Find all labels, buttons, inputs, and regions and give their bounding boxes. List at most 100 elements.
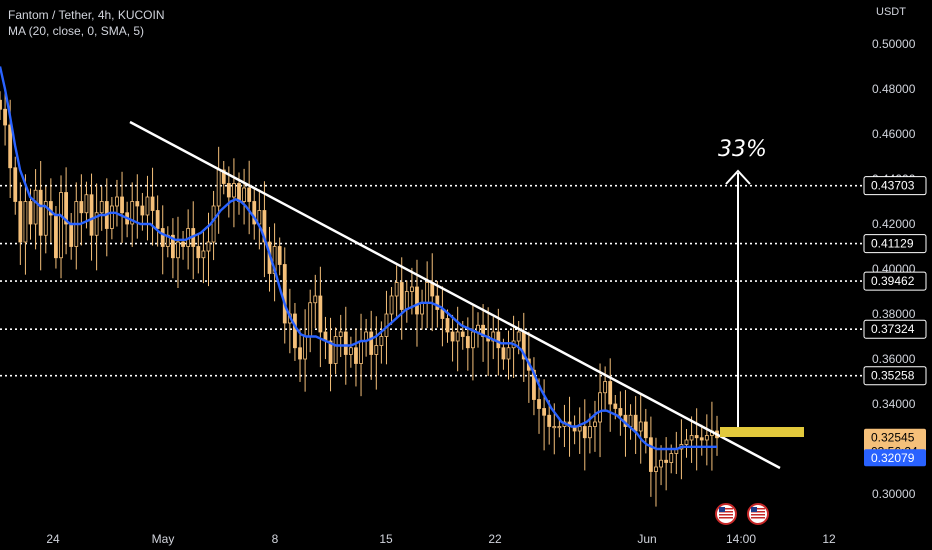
level-tag-box (863, 176, 927, 196)
target-box[interactable] (720, 427, 804, 437)
current-price-tags: 0.3254503:56:240.32079 (864, 428, 926, 467)
candle-body (582, 426, 587, 439)
candle-body (552, 426, 557, 429)
indicator-label: MA (20, close, 0, SMA, 5) (8, 24, 145, 38)
us-flag-event-icon[interactable] (715, 503, 737, 525)
level-tag-label: 0.43703 (871, 179, 915, 193)
candle-body (313, 295, 318, 304)
y-tick-label: 0.34000 (872, 397, 916, 411)
x-tick-label: 22 (488, 532, 502, 546)
candle-body (115, 196, 119, 207)
horizontal-level-lines (0, 184, 862, 377)
candle-body (587, 426, 592, 439)
candle-body (506, 347, 511, 360)
candle-body (211, 205, 216, 243)
level-price-tags: 0.43703 0.41129 0.39462 0.37324 0.35258 (863, 176, 927, 386)
candle-body (130, 201, 135, 225)
candle-body (643, 421, 648, 439)
y-tick-label: 0.38000 (872, 307, 916, 321)
candle-body (694, 435, 699, 439)
candle-body (23, 201, 28, 243)
candle-body (170, 234, 175, 259)
candle-body (465, 336, 470, 349)
candle-body (689, 435, 694, 441)
candle-body (237, 183, 241, 202)
candle-body (445, 318, 450, 333)
ma-price-tag (864, 449, 926, 467)
currency-label: USDT (876, 6, 906, 18)
candle-body (613, 403, 618, 409)
candle-body (664, 459, 669, 463)
candle-body (79, 201, 84, 214)
candle-body (704, 435, 709, 441)
candle-body (338, 331, 343, 337)
candle-body (496, 331, 501, 349)
candle-body (160, 228, 165, 247)
candle-body (460, 331, 465, 337)
candle-body (542, 408, 547, 416)
last-price-label: 0.32545 (871, 431, 915, 445)
candle-body (252, 201, 257, 225)
us-flag-event-icon[interactable] (747, 503, 769, 525)
candle-body (293, 313, 297, 349)
candle-body (659, 459, 663, 468)
level-tag-box (863, 271, 927, 291)
event-markers (715, 503, 769, 525)
candle-body (282, 264, 287, 324)
candle-body (684, 439, 689, 445)
x-tick-label: 12 (822, 532, 836, 546)
candle-body (0, 99, 2, 110)
candle-body (33, 189, 38, 225)
candle-body (43, 201, 48, 236)
candle-body (99, 201, 104, 214)
candle-body (333, 336, 338, 364)
candle-body (598, 392, 602, 423)
candle-body (532, 369, 536, 400)
x-tick-label: Jun (637, 532, 656, 546)
candle-body (59, 192, 63, 259)
candle-body (420, 302, 424, 315)
ma-line (0, 66, 717, 451)
descending-trendline[interactable] (129, 120, 781, 470)
candle-body (38, 189, 43, 236)
candle-body (226, 183, 231, 198)
candle-body (150, 196, 155, 211)
candle-body (3, 108, 7, 126)
arrowhead-icon (725, 169, 751, 185)
candle-body (109, 205, 114, 229)
candle-body (135, 201, 140, 207)
candle-body (481, 324, 485, 337)
candle-body (618, 408, 623, 416)
candle-body (359, 340, 363, 364)
candle-body (409, 286, 414, 292)
x-tick-label: 8 (272, 532, 279, 546)
candle-body (354, 347, 358, 364)
candle-body (537, 399, 541, 409)
candle-body (54, 214, 58, 259)
candle-body (415, 286, 419, 315)
candle-body (69, 223, 74, 247)
candle-body (176, 241, 180, 259)
candle-body (13, 167, 18, 202)
candle-body (389, 295, 394, 315)
candle-body (64, 192, 69, 225)
candle-body (140, 205, 145, 216)
y-tick-label: 0.42000 (872, 217, 916, 231)
candle-body (404, 291, 409, 310)
candle-body (277, 246, 282, 265)
candlesticks (0, 91, 719, 507)
candle-body (557, 426, 562, 429)
candle-body (425, 282, 430, 304)
level-tag-box (863, 319, 927, 339)
x-tick-label: 15 (379, 532, 393, 546)
candle-body (491, 331, 496, 342)
candle-body (155, 210, 160, 229)
candle-body (206, 241, 211, 252)
candle-body (348, 347, 353, 355)
candle-body (84, 194, 89, 214)
candle-body (593, 421, 597, 427)
x-tick-label: 14:00 (726, 532, 756, 546)
candle-body (201, 250, 206, 259)
candle-body (547, 414, 552, 427)
